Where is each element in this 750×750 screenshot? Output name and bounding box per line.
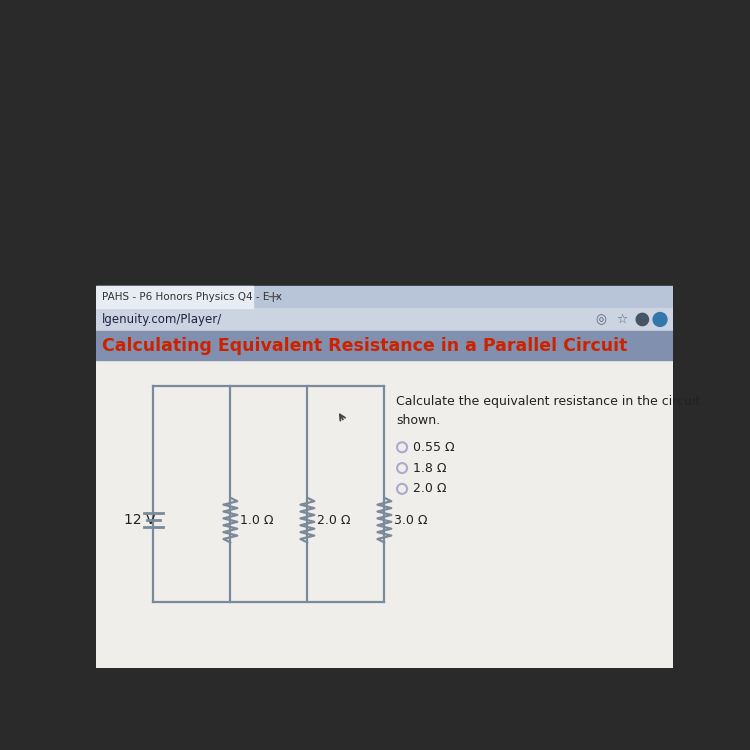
Text: PAHS - P6 Honors Physics Q4 - E  x: PAHS - P6 Honors Physics Q4 - E x: [102, 292, 282, 302]
Text: 1.0 Ω: 1.0 Ω: [241, 514, 274, 526]
Bar: [96, 360, 674, 668]
Text: 12 V: 12 V: [124, 513, 155, 527]
Text: +: +: [266, 290, 279, 304]
Text: 1.8 Ω: 1.8 Ω: [413, 461, 446, 475]
Bar: [96, 331, 674, 360]
Bar: [96, 90, 674, 286]
Text: 3.0 Ω: 3.0 Ω: [394, 514, 428, 526]
Text: 0.55 Ω: 0.55 Ω: [413, 441, 454, 454]
Text: lgenuity.com/Player/: lgenuity.com/Player/: [102, 313, 222, 326]
Bar: [96, 286, 674, 308]
Text: ◎: ◎: [596, 313, 606, 326]
Bar: [96, 286, 254, 308]
Circle shape: [653, 313, 667, 326]
Bar: [96, 308, 674, 331]
Text: Calculate the equivalent resistance in the circuit
shown.: Calculate the equivalent resistance in t…: [396, 395, 700, 427]
Text: Calculating Equivalent Resistance in a Parallel Circuit: Calculating Equivalent Resistance in a P…: [102, 337, 627, 355]
Text: 2.0 Ω: 2.0 Ω: [317, 514, 351, 526]
Text: ☆: ☆: [616, 313, 627, 326]
Text: 2.0 Ω: 2.0 Ω: [413, 482, 446, 495]
Circle shape: [636, 314, 649, 326]
